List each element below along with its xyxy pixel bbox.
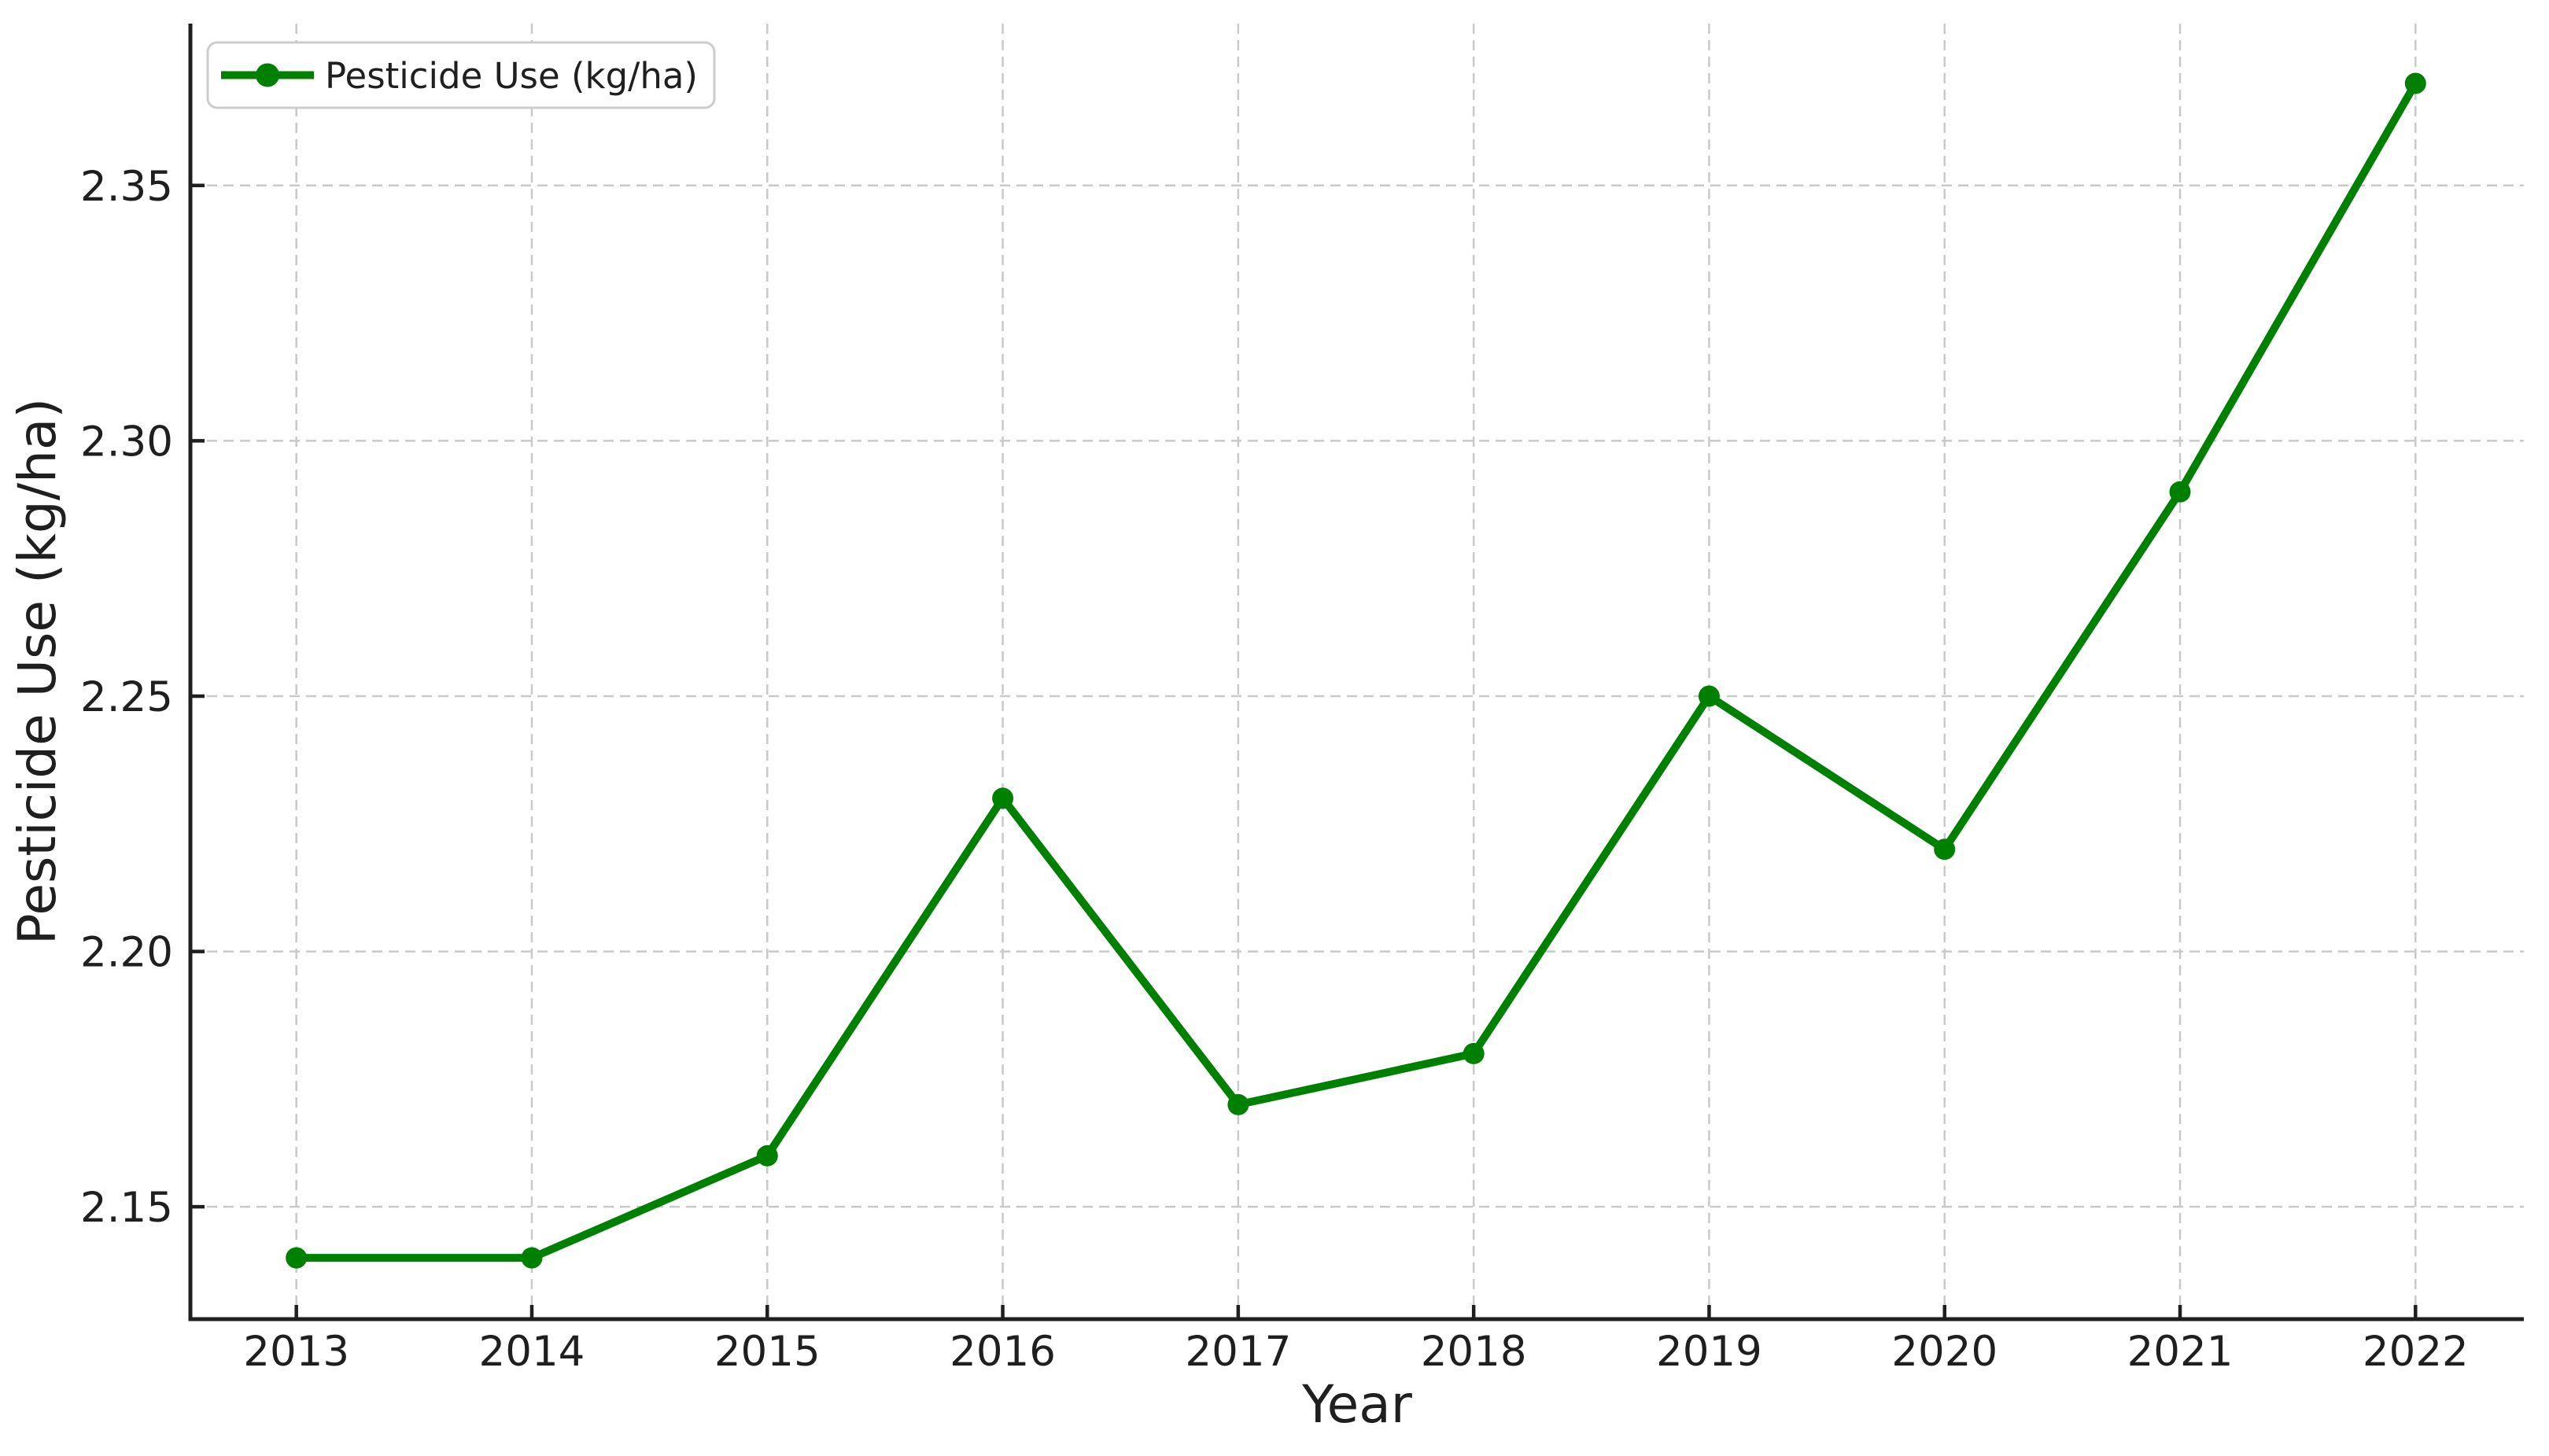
data-point-2017 <box>1227 1093 1249 1115</box>
x-tick-label: 2014 <box>479 1328 585 1376</box>
legend: Pesticide Use (kg/ha) <box>206 41 716 109</box>
y-tick-label: 2.15 <box>80 1184 173 1232</box>
x-axis-label: Year <box>1301 1374 1413 1435</box>
grid <box>190 24 2524 1319</box>
axis-ticks <box>190 183 2418 1319</box>
y-axis-label: Pesticide Use (kg/ha) <box>7 398 68 945</box>
y-tick-label: 2.30 <box>80 418 173 466</box>
x-tick-label: 2013 <box>243 1328 349 1376</box>
data-point-2018 <box>1463 1042 1485 1064</box>
data-point-2016 <box>992 787 1014 809</box>
x-tick-label: 2015 <box>714 1328 821 1376</box>
data-point-2020 <box>1934 839 1956 861</box>
x-tick-label: 2017 <box>1185 1328 1291 1376</box>
x-tick-label: 2021 <box>2127 1328 2234 1376</box>
y-tick-label: 2.25 <box>80 673 173 721</box>
legend-label: Pesticide Use (kg/ha) <box>325 55 698 97</box>
data-point-2014 <box>521 1247 543 1269</box>
legend-box <box>206 41 716 109</box>
y-tick-label: 2.35 <box>80 163 173 211</box>
data-point-2021 <box>2169 481 2191 503</box>
data-point-2013 <box>286 1247 308 1269</box>
data-point-2019 <box>1698 685 1720 707</box>
legend-marker-icon <box>256 63 279 87</box>
y-tick-label: 2.20 <box>80 929 173 977</box>
x-tick-label: 2016 <box>950 1328 1056 1376</box>
x-tick-label: 2019 <box>1656 1328 1762 1376</box>
x-tick-label: 2022 <box>2363 1328 2469 1376</box>
series-line-pesticide-use <box>296 81 2419 1262</box>
data-point-2015 <box>756 1145 778 1167</box>
axes-spines <box>188 24 2524 1321</box>
x-tick-label: 2018 <box>1421 1328 1527 1376</box>
data-point-2022 <box>2404 72 2426 94</box>
x-tick-label: 2020 <box>1891 1328 1998 1376</box>
